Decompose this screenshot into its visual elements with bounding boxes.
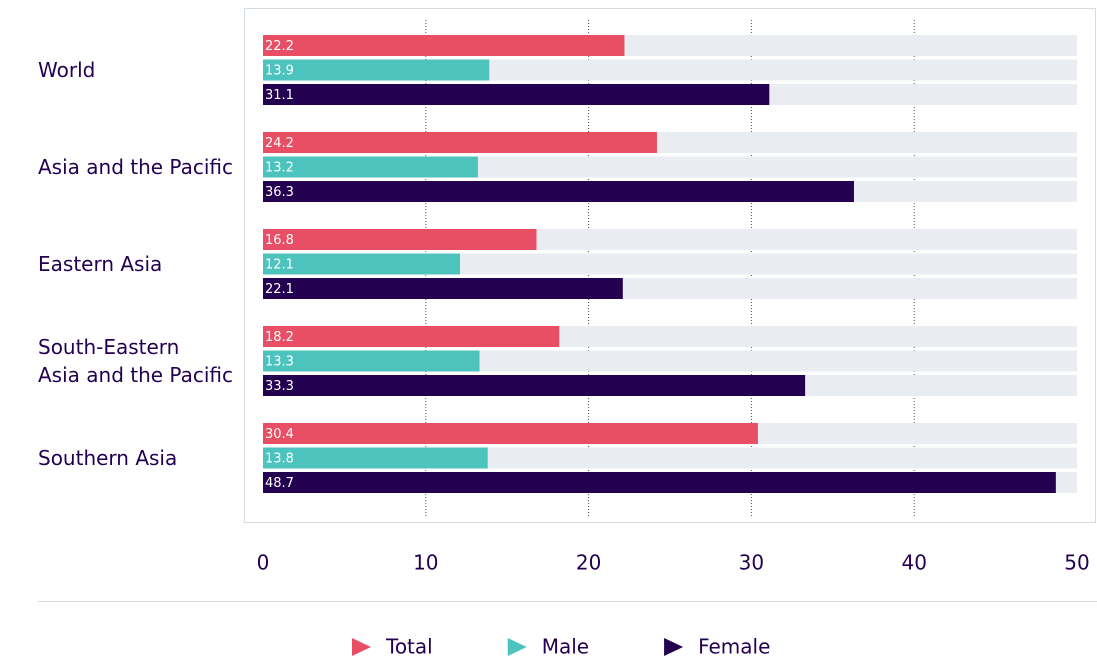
bar-label: 24.2 [265,136,294,151]
bar-label: 30.4 [265,427,294,442]
bar-label: 13.9 [265,64,294,79]
bar-label: 33.3 [265,379,294,394]
bar [263,84,770,105]
bar-label: 22.2 [265,39,294,54]
bar-label: 48.7 [265,476,294,491]
bar [263,253,460,275]
bar [263,132,657,153]
category-label: South-Eastern Asia and the Pacific [38,335,233,387]
bar-label: 31.1 [265,88,294,103]
legend-label: Female [698,635,770,658]
bar-label: 12.1 [265,258,294,273]
bar [263,59,490,81]
bar [263,423,758,444]
bar [263,35,625,56]
bar-label: 13.8 [265,452,294,467]
x-tick-label: 40 [901,551,926,575]
bar [263,447,488,469]
bar-label: 16.8 [265,233,294,248]
bar-label: 18.2 [265,330,294,345]
legend-label: Male [542,635,589,658]
category-label: World [38,58,96,82]
category-label: Southern Asia [38,446,178,470]
bar [263,472,1056,493]
bar-label: 13.2 [265,161,294,176]
legend-label: Total [385,635,433,658]
x-tick-label: 50 [1064,551,1089,575]
bar-label: 13.3 [265,355,294,370]
bar [263,229,537,250]
category-label: Eastern Asia [38,252,163,276]
bar-label: 22.1 [265,282,294,297]
bar [263,181,854,202]
x-tick-label: 10 [413,551,438,575]
legend-swatch [352,638,371,656]
bar [263,350,480,372]
category-label: Asia and the Pacific [38,155,233,179]
x-tick-label: 0 [257,551,270,575]
legend-swatch [664,638,684,656]
bar-track [263,253,1077,275]
bar-label: 36.3 [265,185,294,200]
bar [263,156,478,178]
bar [263,326,560,347]
bar [263,278,623,299]
x-tick-label: 30 [739,551,764,575]
legend-swatch [507,638,527,656]
bar [263,375,806,396]
x-tick-label: 20 [576,551,601,575]
